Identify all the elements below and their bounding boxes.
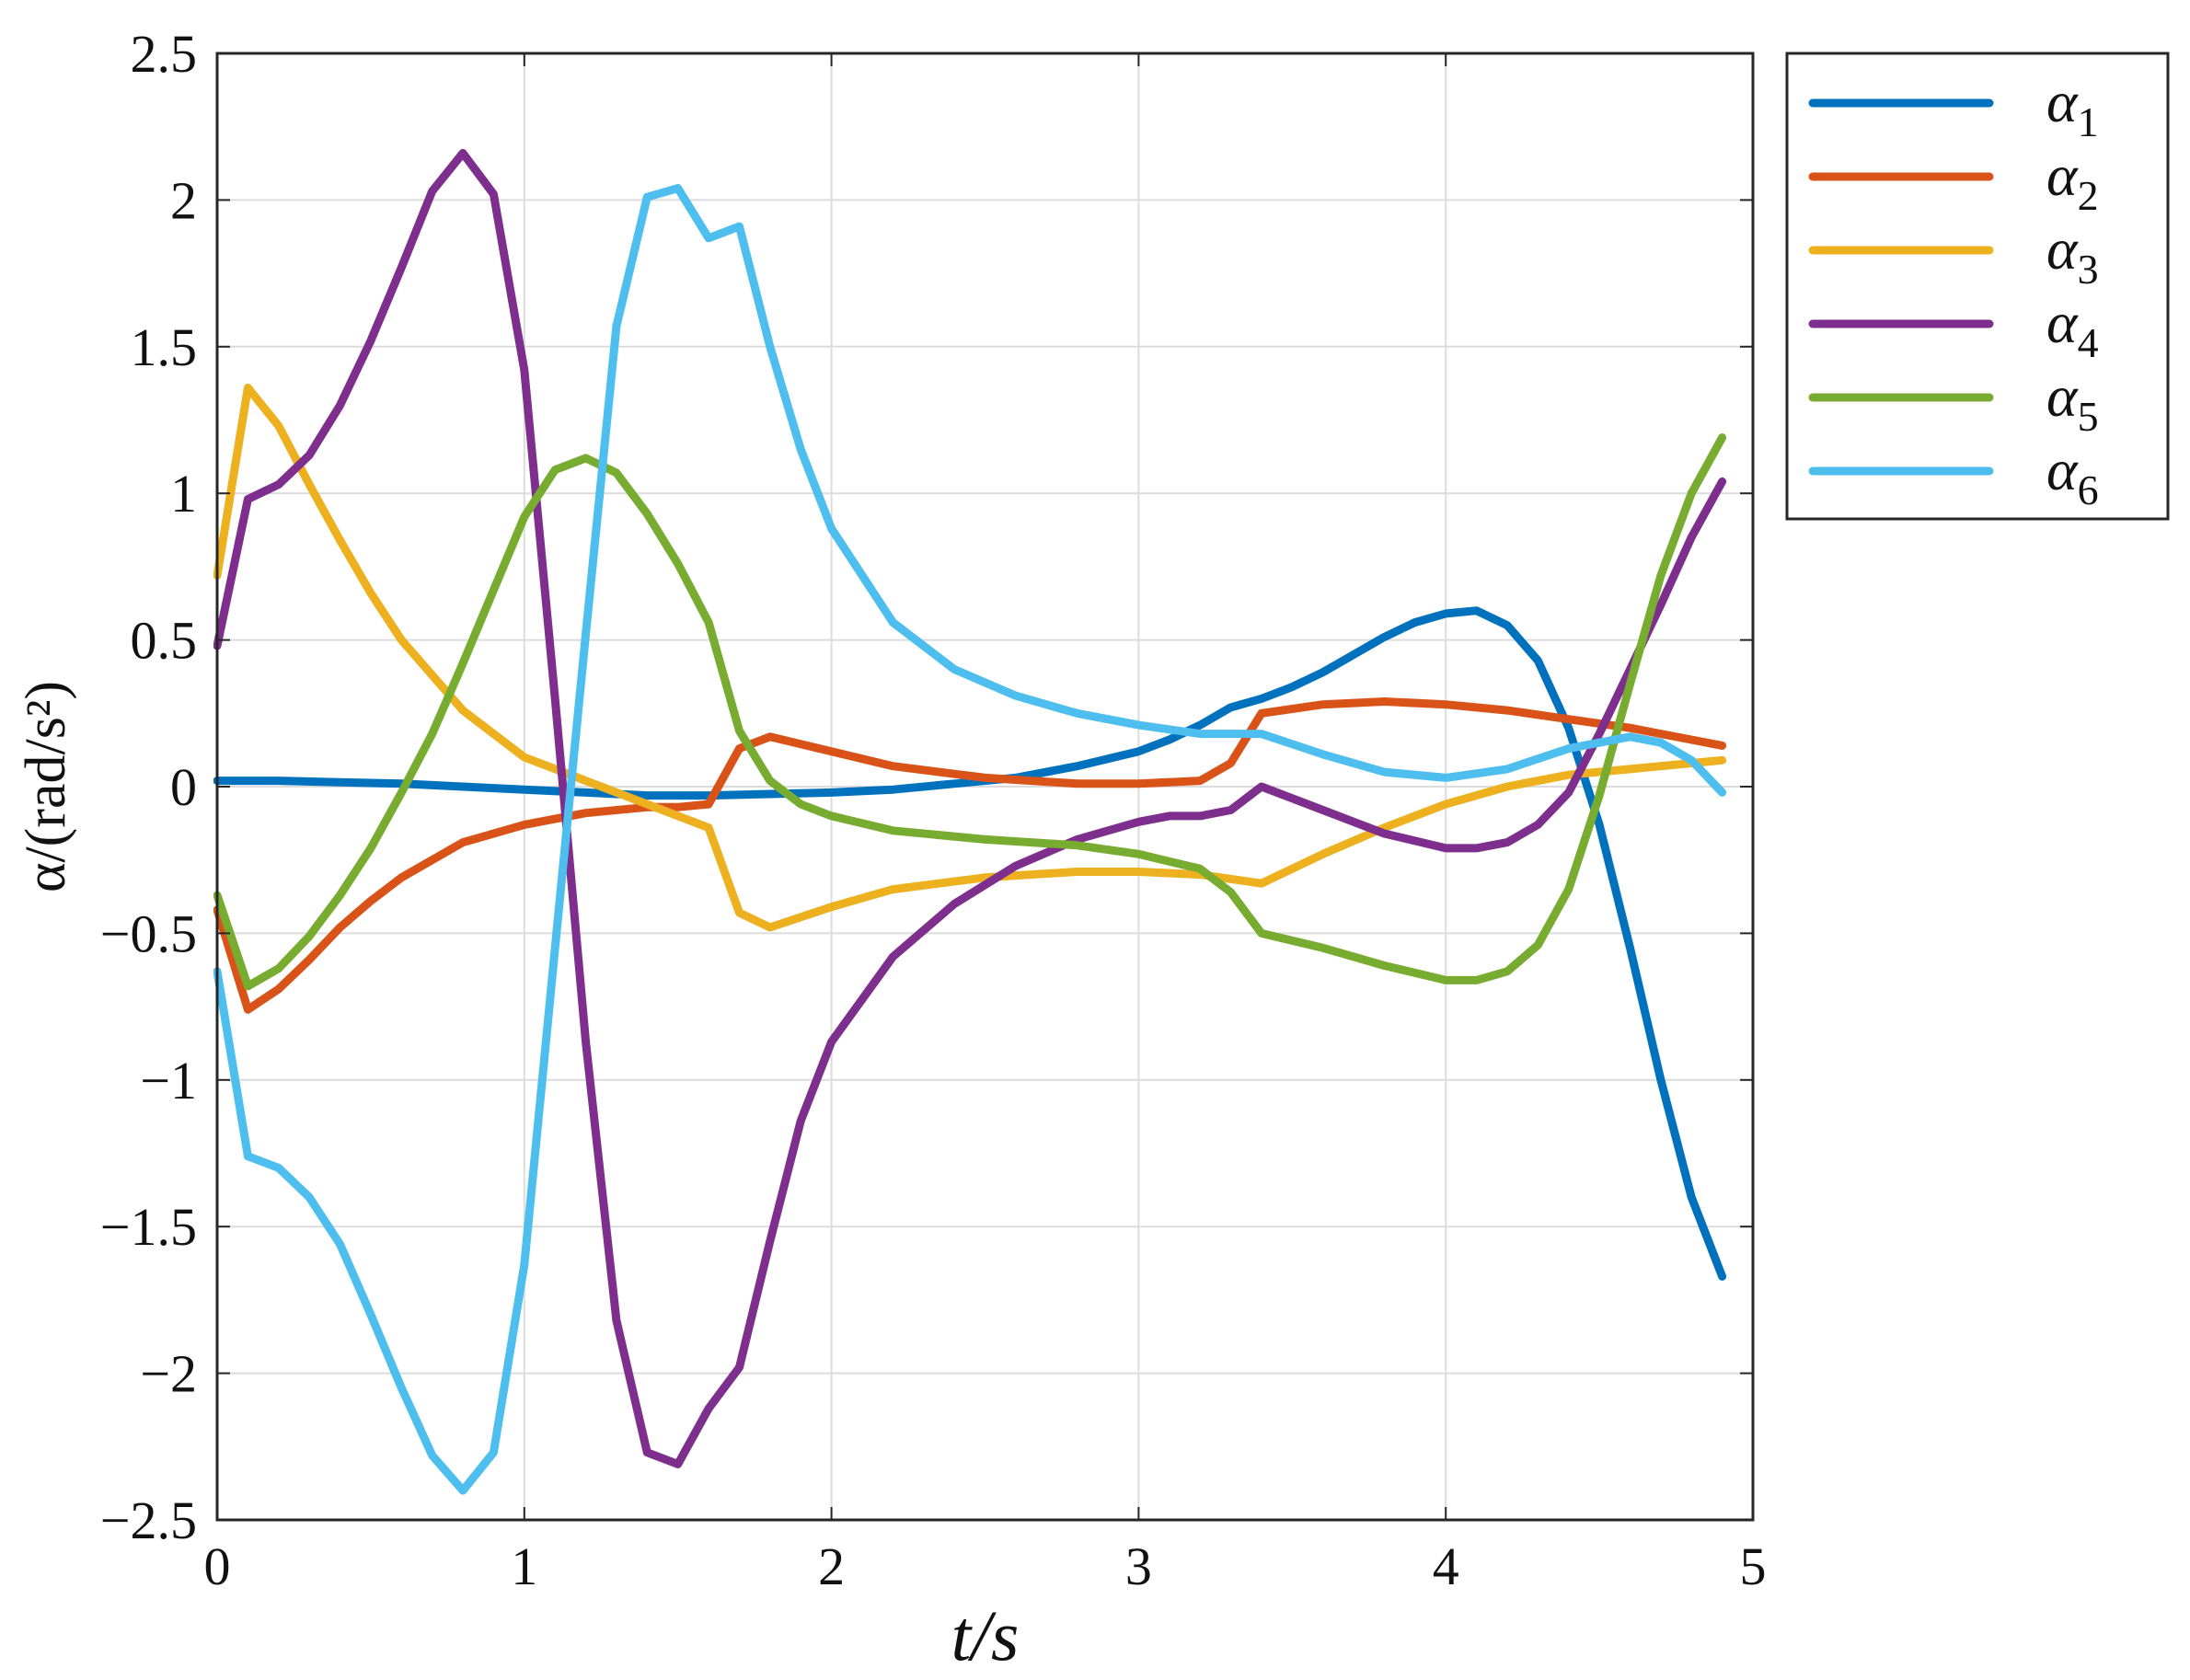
legend-base: α	[2046, 69, 2079, 134]
x-tick-label: 1	[511, 1536, 537, 1596]
grid-lines	[216, 52, 1754, 1521]
y-tick-label: −1.5	[100, 1197, 197, 1257]
legend-base: α	[2046, 290, 2079, 355]
legend-entry-α5: α5	[2046, 363, 2099, 440]
y-axis-label: α/(rad/s²)	[15, 681, 77, 892]
y-tick-label: −1	[140, 1051, 197, 1110]
legend-entry-α1: α1	[2046, 69, 2099, 145]
x-tick-label: 2	[818, 1536, 845, 1596]
legend-entry-α2: α2	[2046, 143, 2099, 219]
legend-subscript: 4	[2078, 319, 2099, 366]
y-tick-label: 2.5	[131, 24, 198, 84]
x-axis: 0 1 2 3 4 5	[204, 53, 1767, 1596]
legend-subscript: 3	[2078, 246, 2099, 293]
y-tick-label: 1	[170, 464, 197, 524]
y-tick-label: −0.5	[100, 903, 197, 963]
series-line-α5	[213, 433, 1727, 991]
y-axis: 2.5 2 1.5 1 0.5 0 −0.5 −1 −1.5 −2 −2.5	[100, 24, 1753, 1550]
y-tick-label: −2	[140, 1344, 197, 1404]
legend-box	[1785, 52, 2170, 521]
legend-entry-α6: α6	[2046, 437, 2099, 513]
legend-subscript: 1	[2078, 98, 2099, 145]
plot-area	[213, 148, 1727, 1495]
y-tick-label: −2.5	[100, 1490, 197, 1550]
y-tick-label: 0	[170, 757, 197, 817]
legend-entry-α3: α3	[2046, 216, 2099, 293]
series-line-α2	[213, 697, 1727, 1014]
x-axis-label: t/s	[951, 1595, 1020, 1675]
legend-subscript: 2	[2078, 172, 2099, 219]
legend-subscript: 6	[2078, 466, 2099, 513]
legend-base: α	[2046, 437, 2079, 502]
series-line-α4	[213, 148, 1727, 1468]
y-tick-label: 1.5	[131, 317, 198, 377]
y-tick-label: 0.5	[131, 611, 198, 671]
series-layer	[213, 148, 1727, 1495]
legend-entry-α4: α4	[2046, 290, 2099, 366]
series-line-α6	[213, 184, 1727, 1495]
x-tick-label: 0	[204, 1536, 231, 1596]
series-line-α3	[213, 383, 1727, 932]
legend-base: α	[2046, 216, 2079, 282]
legend-base: α	[2046, 363, 2079, 429]
x-tick-label: 4	[1433, 1536, 1459, 1596]
x-tick-label: 3	[1125, 1536, 1152, 1596]
legend-subscript: 5	[2078, 393, 2099, 440]
y-tick-label: 2	[170, 170, 197, 230]
x-tick-label: 5	[1740, 1536, 1767, 1596]
legend-base: α	[2046, 143, 2079, 208]
